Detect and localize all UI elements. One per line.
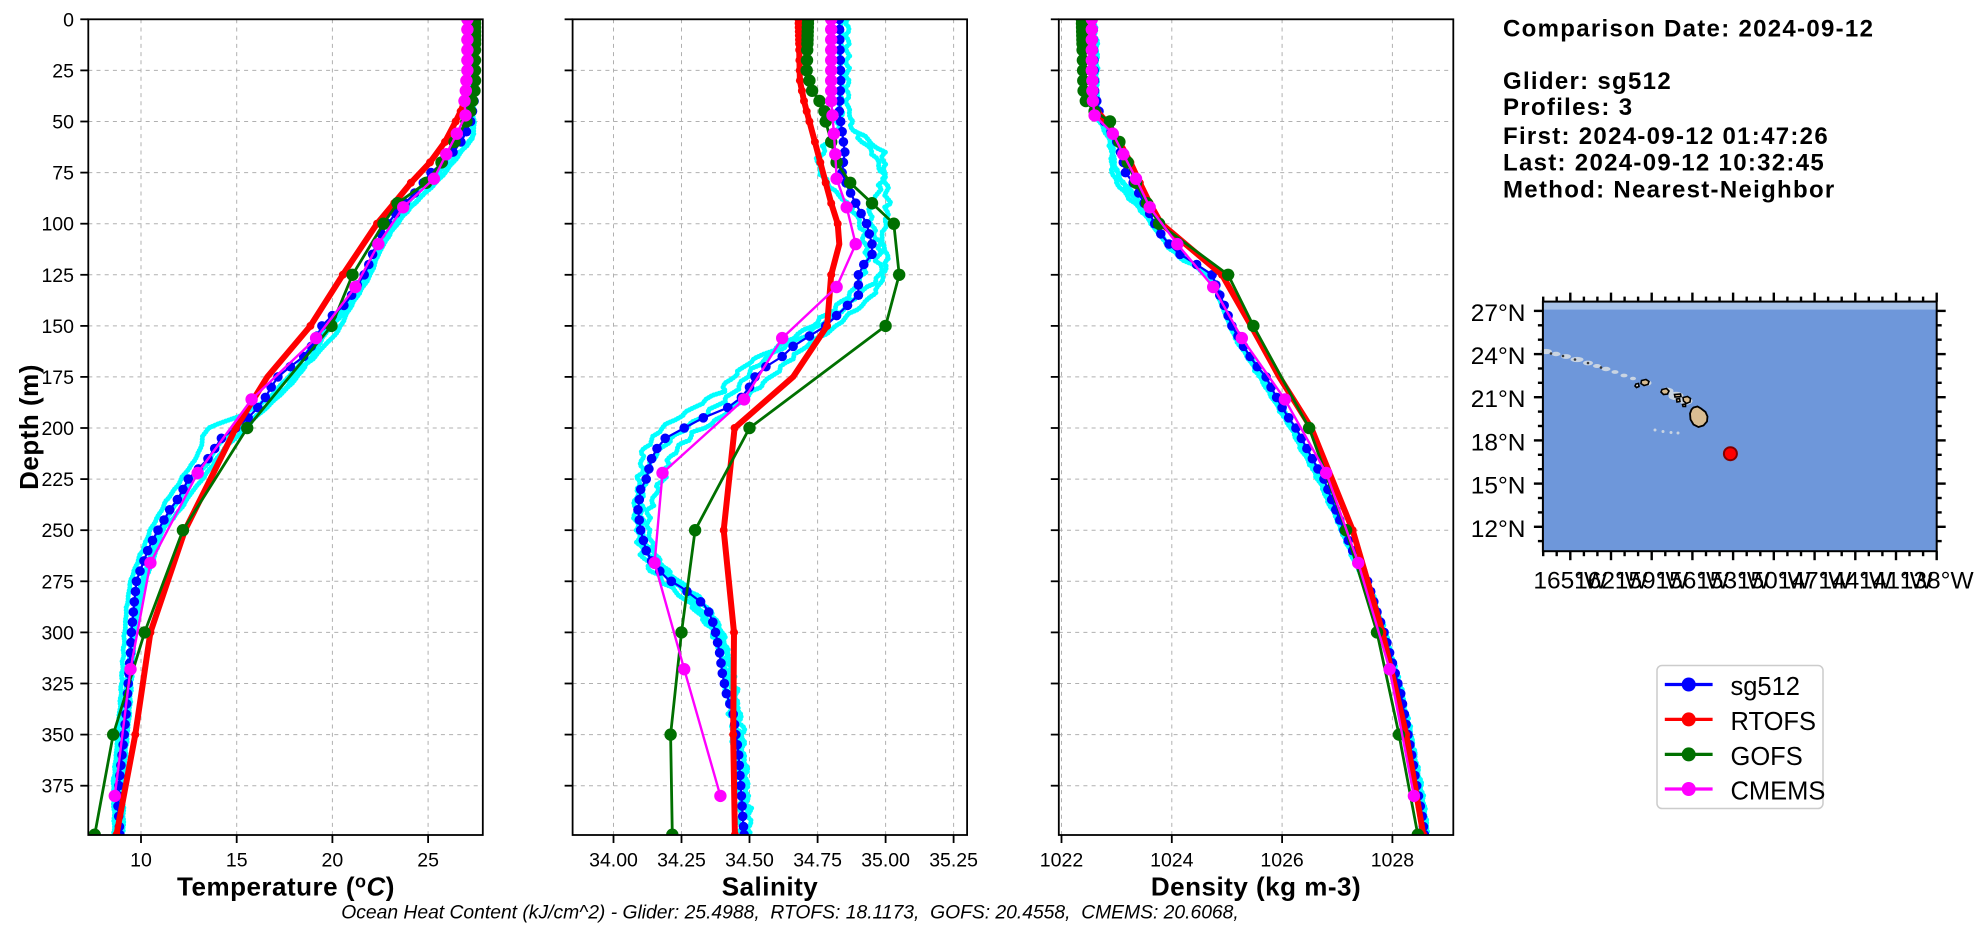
svg-text:RTOFS: RTOFS (1731, 708, 1817, 736)
svg-text:34.50: 34.50 (725, 850, 774, 872)
svg-text:Glider: sg512: Glider: sg512 (1503, 68, 1672, 95)
svg-text:Method: Nearest-Neighbor: Method: Nearest-Neighbor (1503, 177, 1836, 204)
svg-text:1024: 1024 (1150, 850, 1194, 872)
svg-text:Ocean Heat Content (kJ/cm^2) -: Ocean Heat Content (kJ/cm^2) - Glider: 2… (341, 903, 1238, 924)
svg-text:350: 350 (41, 725, 74, 747)
svg-text:75: 75 (52, 163, 74, 185)
svg-text:25: 25 (417, 850, 439, 872)
svg-text:sg512: sg512 (1731, 673, 1800, 701)
svg-text:1026: 1026 (1260, 850, 1303, 872)
svg-text:200: 200 (41, 418, 74, 440)
svg-text:18°N: 18°N (1471, 429, 1526, 456)
svg-text:165°W: 165°W (1533, 568, 1608, 595)
svg-text:150°W: 150°W (1737, 568, 1812, 595)
svg-text:1022: 1022 (1040, 850, 1083, 872)
svg-text:375: 375 (41, 776, 74, 798)
svg-text:CMEMS: CMEMS (1731, 778, 1826, 806)
svg-text:10: 10 (130, 850, 152, 872)
svg-text:35.25: 35.25 (929, 850, 978, 872)
svg-text:147°W: 147°W (1778, 568, 1853, 595)
svg-text:156°W: 156°W (1655, 568, 1730, 595)
svg-text:GOFS: GOFS (1731, 743, 1803, 771)
svg-text:144°W: 144°W (1818, 568, 1893, 595)
svg-text:225: 225 (41, 469, 74, 491)
svg-text:Last: 2024-09-12 10:32:45: Last: 2024-09-12 10:32:45 (1503, 150, 1825, 177)
svg-text:Salinity: Salinity (722, 872, 819, 902)
svg-text:0: 0 (63, 9, 74, 31)
svg-text:175: 175 (41, 367, 74, 389)
svg-text:24°N: 24°N (1471, 343, 1526, 370)
svg-text:First: 2024-09-12 01:47:26: First: 2024-09-12 01:47:26 (1503, 123, 1829, 150)
svg-text:20: 20 (322, 850, 344, 872)
svg-text:141°W: 141°W (1859, 568, 1934, 595)
svg-text:125: 125 (41, 265, 74, 287)
svg-text:21°N: 21°N (1471, 386, 1526, 413)
svg-text:15: 15 (226, 850, 248, 872)
svg-text:35.00: 35.00 (861, 850, 910, 872)
svg-text:138°W: 138°W (1900, 568, 1975, 595)
svg-text:34.00: 34.00 (589, 850, 638, 872)
svg-text:25: 25 (52, 60, 74, 82)
svg-text:15°N: 15°N (1471, 473, 1526, 500)
svg-text:Depth (m): Depth (m) (14, 364, 44, 490)
svg-text:34.75: 34.75 (793, 850, 842, 872)
svg-text:159°W: 159°W (1615, 568, 1690, 595)
svg-text:34.25: 34.25 (657, 850, 706, 872)
svg-text:27°N: 27°N (1471, 300, 1526, 327)
svg-text:50: 50 (52, 112, 74, 134)
svg-text:Comparison Date: 2024-09-12: Comparison Date: 2024-09-12 (1503, 16, 1874, 43)
svg-text:153°W: 153°W (1696, 568, 1771, 595)
svg-text:12°N: 12°N (1471, 516, 1526, 543)
svg-text:Profiles: 3: Profiles: 3 (1503, 94, 1633, 121)
svg-text:150: 150 (41, 316, 74, 338)
svg-text:Density (kg m-3): Density (kg m-3) (1151, 872, 1361, 902)
svg-text:250: 250 (41, 520, 74, 542)
svg-text:325: 325 (41, 674, 74, 696)
svg-text:275: 275 (41, 571, 74, 593)
svg-text:300: 300 (41, 622, 74, 644)
svg-text:1028: 1028 (1371, 850, 1414, 872)
svg-text:162°W: 162°W (1574, 568, 1649, 595)
svg-text:100: 100 (41, 214, 74, 236)
